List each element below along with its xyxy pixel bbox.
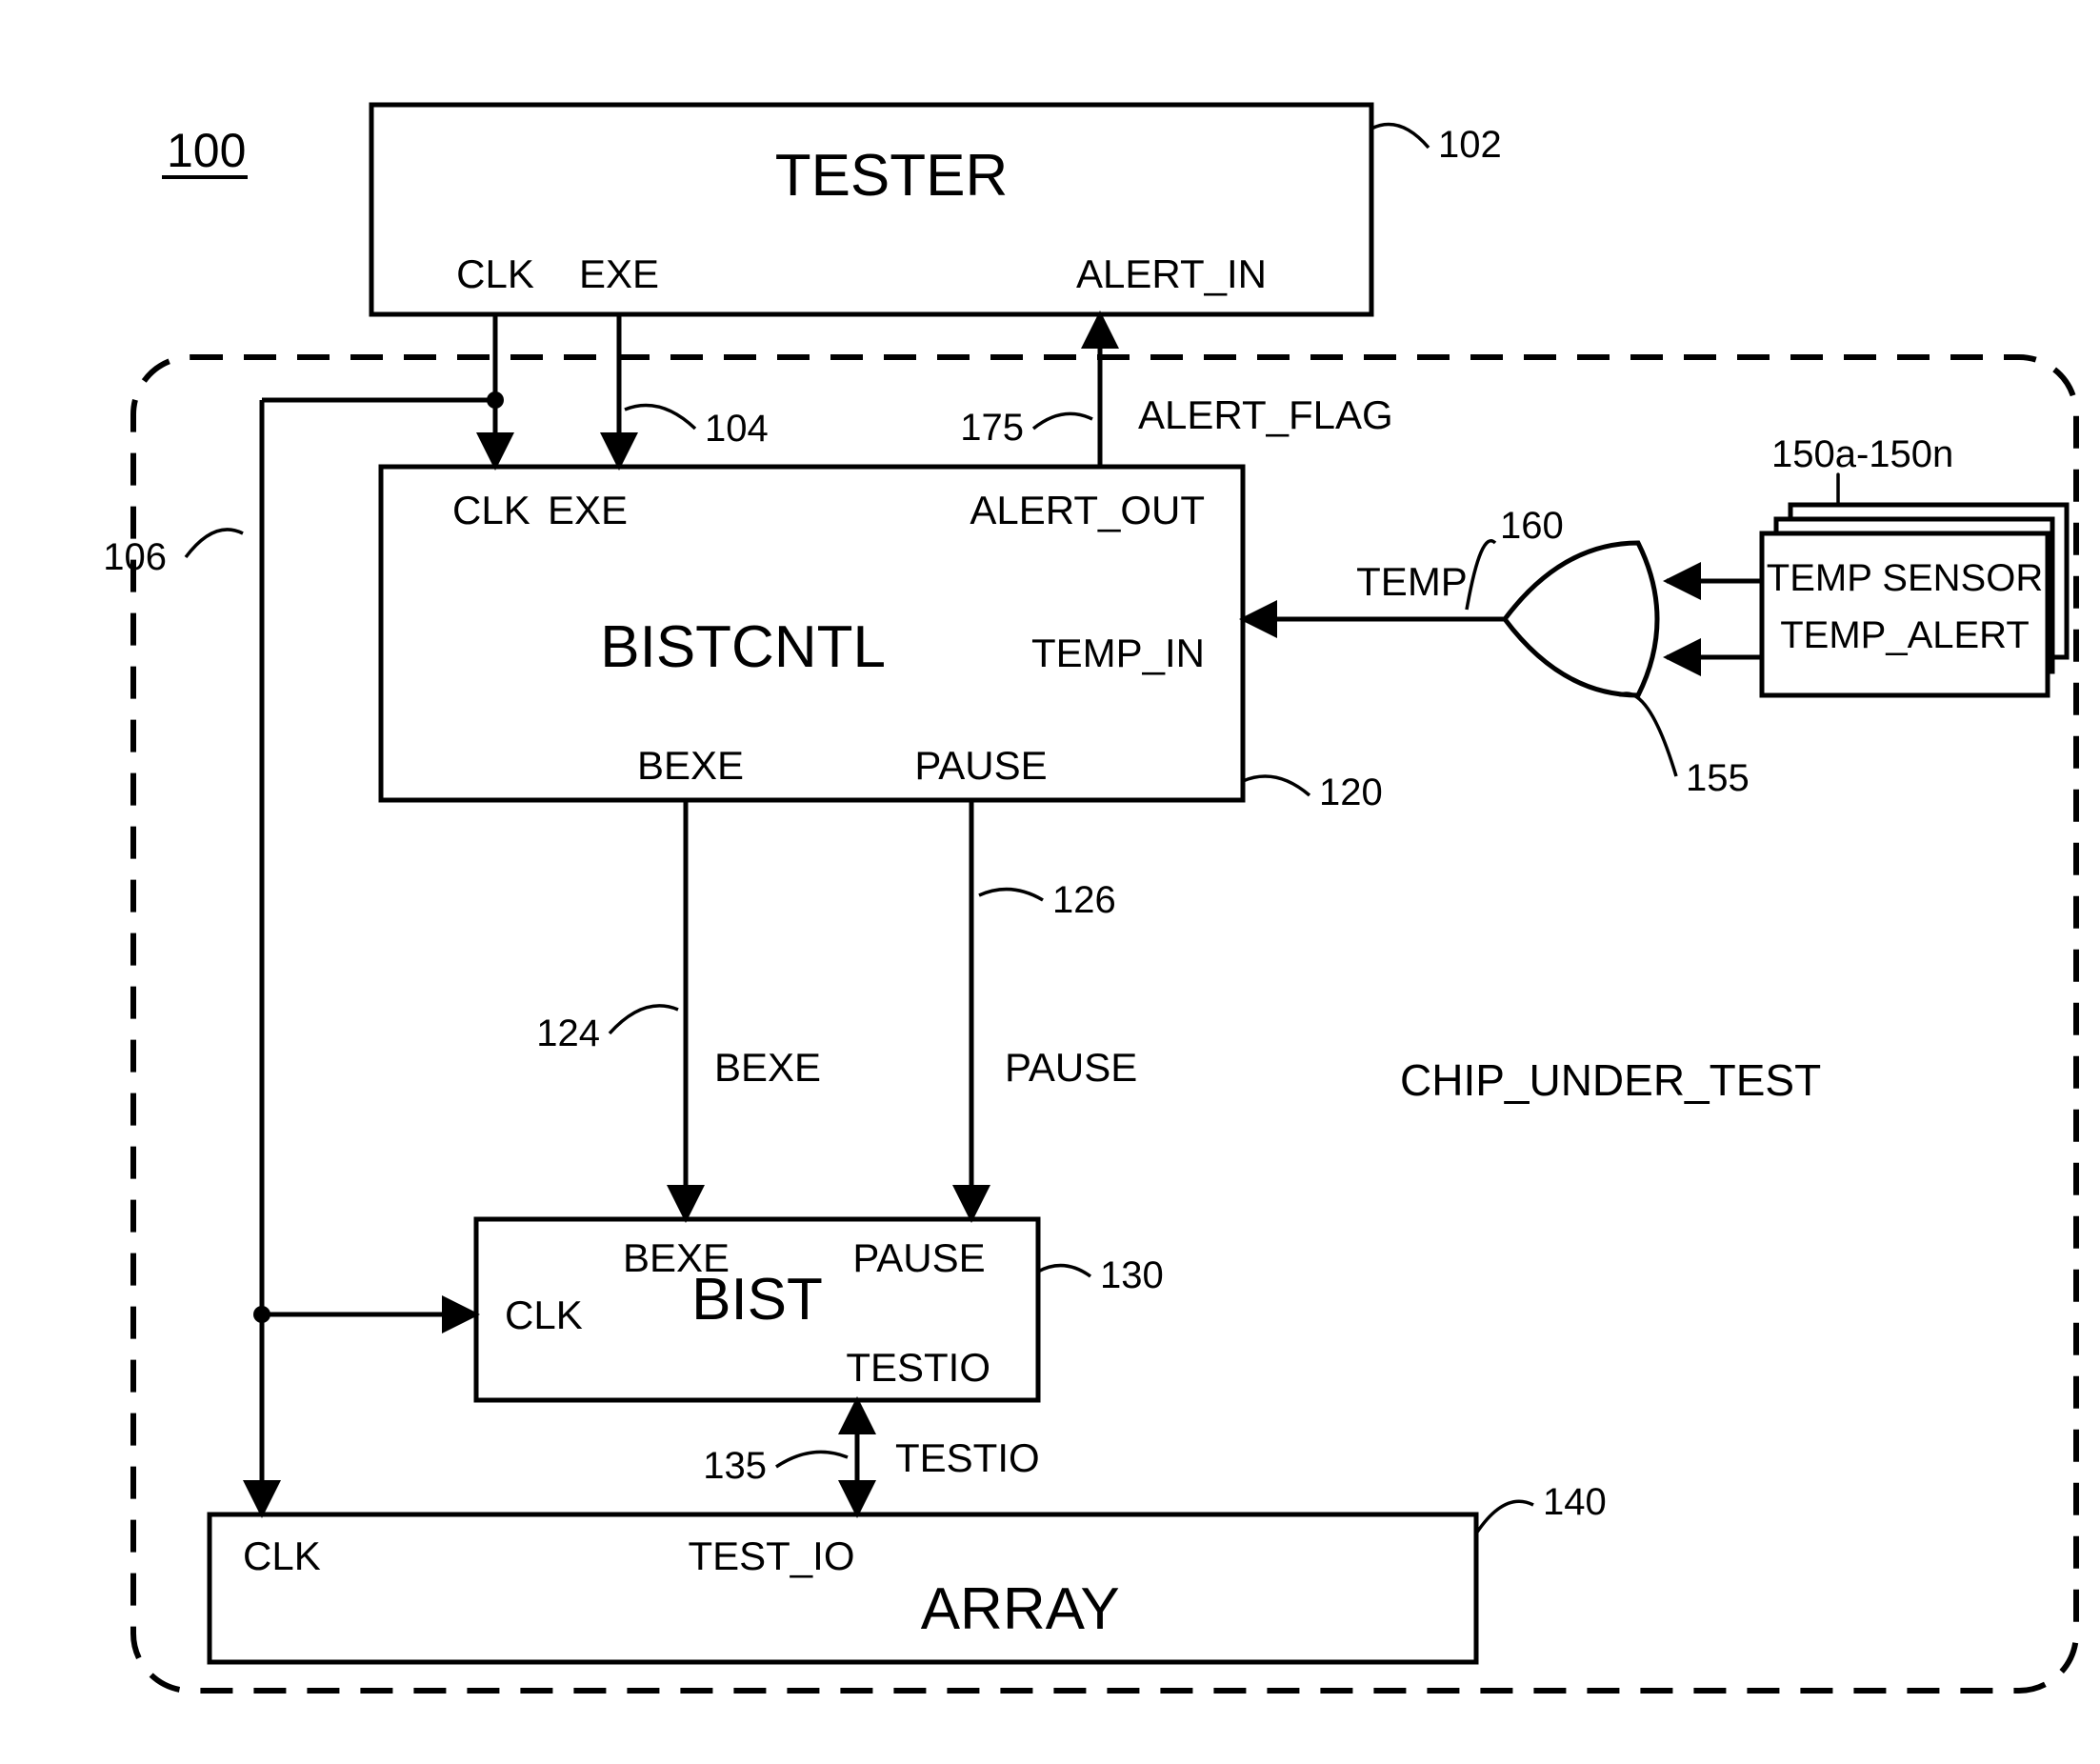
label: 140 [1543, 1481, 1607, 1523]
ref-leader [610, 1006, 678, 1033]
label: 175 [960, 407, 1024, 449]
label: PAUSE [914, 743, 1047, 788]
label: 155 [1686, 757, 1750, 799]
label: TEST_IO [688, 1533, 854, 1578]
ref-leader [1371, 125, 1429, 149]
label: EXE [579, 251, 659, 296]
chip-under-test-label: CHIP_UNDER_TEST [1400, 1055, 1821, 1105]
or-gate [1505, 543, 1657, 695]
label: 124 [536, 1012, 600, 1054]
block-diagram: 100 TESTER CLK EXE ALERT_IN 102 BISTCNTL CLK EXE… [0, 0, 2100, 1764]
label: 104 [705, 408, 769, 450]
label: 130 [1100, 1254, 1164, 1296]
temp-label: TEMP [1356, 559, 1468, 604]
label: BEXE [637, 743, 744, 788]
ref-leader [625, 406, 695, 430]
label: CLK [456, 251, 534, 296]
label: ALERT_IN [1076, 251, 1267, 296]
label: 106 [103, 536, 167, 578]
ref-leader [1243, 776, 1310, 795]
pause-sig-label: PAUSE [1005, 1045, 1137, 1090]
ref-leader [776, 1452, 848, 1467]
label: BEXE [623, 1235, 730, 1280]
label: CLK [243, 1533, 321, 1578]
testio-sig-label: TESTIO [895, 1435, 1040, 1480]
label: CLK [452, 488, 530, 532]
label: 102 [1438, 124, 1502, 166]
ref-leader [1619, 693, 1676, 776]
bistcntl-title: BISTCNTL [600, 614, 886, 680]
ref-leader [1467, 541, 1495, 610]
alert-flag-label: ALERT_FLAG [1138, 392, 1393, 437]
label: 120 [1319, 772, 1383, 813]
label: EXE [548, 488, 628, 532]
label: TEMP_IN [1031, 631, 1205, 675]
ref-leader [1476, 1501, 1533, 1533]
label: ALERT_OUT [970, 488, 1205, 532]
label: 126 [1052, 879, 1116, 921]
tester-title: TESTER [775, 143, 1009, 209]
ref-leader [186, 530, 243, 557]
label: 135 [703, 1445, 767, 1487]
ref-leader [1038, 1266, 1090, 1276]
ref-leader [979, 890, 1043, 900]
array-title: ARRAY [921, 1576, 1120, 1642]
bexe-sig-label: BEXE [714, 1045, 821, 1090]
label: TESTIO [846, 1345, 990, 1390]
temp-sensor-title: TEMP SENSOR [1767, 557, 2043, 599]
fig-ref: 100 [167, 124, 246, 177]
label: CLK [505, 1293, 583, 1337]
label: 160 [1500, 505, 1564, 547]
ref-leader [1033, 413, 1092, 429]
label: PAUSE [852, 1235, 985, 1280]
label: 150a-150n [1771, 433, 1953, 475]
temp-sensor-out: TEMP_ALERT [1780, 614, 2030, 656]
